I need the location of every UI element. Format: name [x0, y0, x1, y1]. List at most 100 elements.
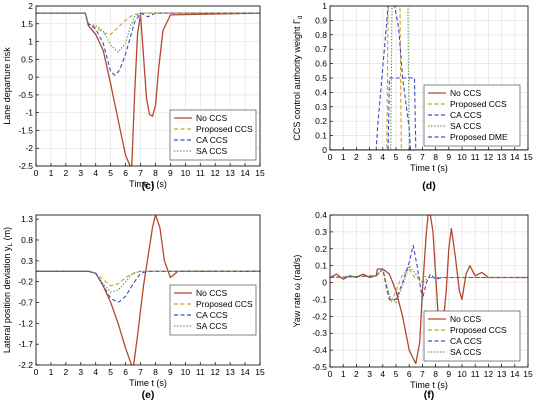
x-tick-label: 8 — [153, 168, 158, 178]
y-tick-label: -0.5 — [18, 90, 33, 100]
x-tick-label: 0 — [34, 367, 39, 377]
x-tick-label: 12 — [210, 367, 220, 377]
series-line-no-ccs — [36, 12, 260, 166]
y-tick-label: 0.5 — [21, 54, 33, 64]
y-tick-label: 0 — [322, 145, 327, 155]
y-tick-label: 0.7 — [315, 44, 327, 54]
x-tick-label: 0 — [328, 152, 333, 162]
y-axis-label: Lane departure risk — [2, 47, 12, 125]
y-tick-label: 0.3 — [315, 227, 327, 237]
x-tick-label: 14 — [510, 152, 520, 162]
x-tick-label: 3 — [78, 367, 83, 377]
y-tick-label: 0.4 — [315, 87, 327, 97]
y-tick-label: 0.4 — [315, 210, 327, 220]
y-axis-label: CCS control authority weight Γd — [292, 15, 304, 141]
x-tick-label: 1 — [49, 367, 54, 377]
x-tick-label: 7 — [138, 168, 143, 178]
x-tick-label: 9 — [446, 152, 451, 162]
x-tick-label: 2 — [354, 152, 359, 162]
y-tick-label: -2.5 — [18, 161, 33, 171]
x-tick-label: 10 — [457, 369, 467, 379]
series-line-sa-ccs — [36, 270, 260, 293]
y-tick-label: 0.8 — [21, 235, 33, 245]
series-group — [330, 215, 528, 365]
y-tick-label: -0.1 — [312, 294, 327, 304]
legend-label: Proposed CCS — [196, 124, 253, 134]
y-tick-label: -1 — [25, 108, 33, 118]
legend-label: No CCS — [450, 88, 482, 98]
x-tick-label: 2 — [63, 367, 68, 377]
x-tick-label: 1 — [49, 168, 54, 178]
y-axis-label-main: Yaw rate ω (rad/s) — [292, 255, 302, 328]
x-axis-label: Time t (s) — [410, 163, 448, 173]
x-tick-label: 4 — [380, 152, 385, 162]
panel-f: 0 1 2 3 4 5 6 7 8 9 10 11 12 13 14 150.40.30.20.10-0.1-… — [292, 210, 533, 401]
panel-d: 0 1 2 3 4 5 6 7 8 9 10 11 12 13 14 1510.90.80.70.60.50.… — [292, 1, 533, 192]
panel-caption: (e) — [142, 389, 155, 401]
x-tick-label: 15 — [523, 152, 533, 162]
legend-label: SA CCS — [196, 321, 228, 331]
y-tick-label: 1.3 — [21, 214, 33, 224]
x-tick-label: 5 — [394, 152, 399, 162]
x-tick-label: 13 — [225, 367, 235, 377]
legend-label: Proposed DME — [450, 132, 508, 142]
x-tick-label: 15 — [255, 367, 265, 377]
x-tick-label: 9 — [168, 367, 173, 377]
x-tick-label: 12 — [484, 369, 494, 379]
y-tick-label: -0.2 — [18, 277, 33, 287]
legend-label: CA CCS — [450, 110, 482, 120]
x-tick-label: 6 — [123, 168, 128, 178]
y-tick-label: -2 — [25, 143, 33, 153]
axes-frame — [329, 214, 529, 368]
y-tick-label: 0.2 — [315, 116, 327, 126]
x-tick-label: 11 — [471, 369, 480, 379]
x-tick-label: 7 — [420, 369, 425, 379]
x-tick-label: 0 — [34, 168, 39, 178]
x-tick-label: 5 — [108, 168, 113, 178]
y-tick-label: 1 — [28, 37, 33, 47]
y-tick-label: 0.8 — [315, 30, 327, 40]
x-tick-label: 14 — [240, 367, 250, 377]
x-tick-label: 2 — [354, 369, 359, 379]
legend-label: Proposed CCS — [196, 299, 253, 309]
legend-label: No CCS — [196, 113, 228, 123]
x-tick-label: 10 — [457, 152, 467, 162]
legend-label: No CCS — [450, 314, 482, 324]
y-tick-label: 0 — [322, 278, 327, 288]
axes-frame — [35, 5, 261, 167]
y-axis-label: Yaw rate ω (rad/s) — [292, 255, 302, 328]
x-tick-label: 7 — [420, 152, 425, 162]
y-tick-label: -0.2 — [312, 311, 327, 321]
x-axis-label: Time t (s) — [410, 380, 448, 390]
x-tick-label: 14 — [240, 168, 250, 178]
legend-box — [423, 84, 521, 147]
y-tick-label: 1 — [322, 1, 327, 11]
legend-label: SA CCS — [196, 146, 228, 156]
legend-label: No CCS — [196, 288, 228, 298]
y-tick-label: -1.7 — [18, 339, 33, 349]
series-group — [330, 6, 528, 150]
series-line-proposed-ccs — [36, 12, 260, 35]
legend-label: Proposed CCS — [450, 325, 507, 335]
panel-caption: (d) — [422, 180, 435, 192]
x-tick-label: 11 — [471, 152, 480, 162]
x-tick-label: 8 — [153, 367, 158, 377]
panel-caption: (c) — [142, 180, 155, 192]
legend-label: Proposed CCS — [450, 99, 507, 109]
x-tick-label: 3 — [367, 369, 372, 379]
y-tick-label: 2 — [28, 1, 33, 11]
y-tick-label: 0.3 — [21, 256, 33, 266]
x-tick-label: 8 — [433, 369, 438, 379]
y-tick-label: 0.5 — [315, 73, 327, 83]
x-tick-label: 13 — [497, 152, 507, 162]
x-tick-label: 8 — [433, 152, 438, 162]
y-tick-label: 0.2 — [315, 244, 327, 254]
x-axis-label: Time t (s) — [129, 179, 167, 189]
x-tick-label: 7 — [138, 367, 143, 377]
y-axis-label-unit: (m) — [2, 227, 12, 243]
x-tick-label: 6 — [407, 152, 412, 162]
y-axis-label-main: Lateral position deviation y — [2, 246, 12, 353]
x-tick-label: 1 — [341, 152, 346, 162]
